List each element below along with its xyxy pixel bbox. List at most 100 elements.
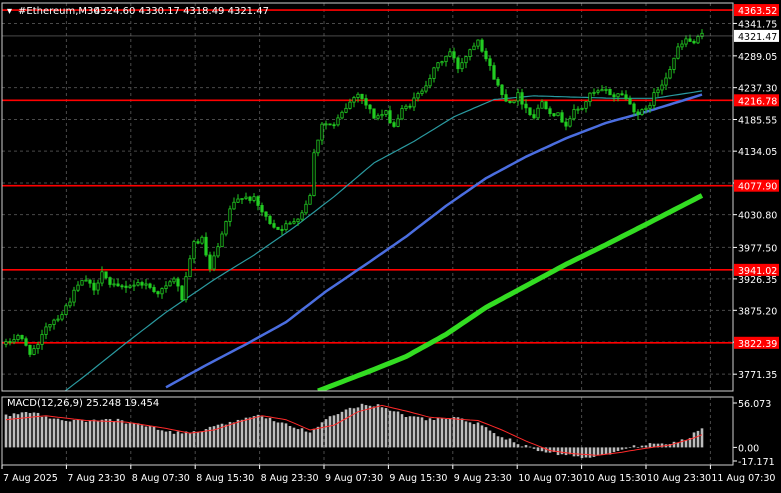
- macd-histogram-bar: [680, 439, 684, 448]
- candle-body-bear: [20, 335, 24, 340]
- symbol-menu-icon[interactable]: ▾: [7, 6, 12, 17]
- candle-body-bear: [456, 57, 460, 70]
- macd-histogram-bar: [344, 409, 348, 448]
- macd-histogram-bar: [188, 432, 192, 448]
- candle-body-bear: [452, 51, 456, 59]
- macd-histogram-bar: [40, 416, 44, 448]
- candle-body-bull: [136, 282, 140, 286]
- macd-histogram-bar: [496, 436, 500, 448]
- macd-histogram-bar: [592, 447, 596, 457]
- macd-histogram-bar: [280, 422, 284, 448]
- time-tick-label: 7 Aug 23:30: [67, 473, 125, 484]
- macd-histogram-bar: [28, 413, 32, 448]
- time-tick-label: 10 Aug 07:30: [518, 473, 582, 484]
- macd-histogram-bar: [672, 441, 676, 448]
- macd-histogram-bar: [504, 439, 508, 448]
- candle-body-bull: [432, 67, 436, 79]
- price-tick-label: 4030.80: [738, 211, 777, 222]
- candle-body-bull: [56, 318, 60, 321]
- candle-body-bull: [512, 100, 516, 103]
- macd-histogram-bar: [500, 437, 504, 448]
- macd-histogram-bar: [368, 405, 372, 448]
- candle-body-bull: [68, 301, 72, 307]
- macd-histogram-bar: [340, 411, 344, 448]
- candle-body-bear: [204, 236, 208, 256]
- level-price-tag[interactable]: [734, 263, 779, 276]
- time-tick-label: 8 Aug 23:30: [261, 473, 319, 484]
- candle-body-bull: [516, 92, 520, 102]
- candle-body-bull: [336, 117, 340, 126]
- macd-histogram-bar: [16, 414, 20, 448]
- candle-body-bear: [612, 94, 616, 98]
- candle-body-bear: [488, 58, 492, 66]
- macd-histogram-bar: [700, 428, 704, 448]
- candle-body-bull: [160, 288, 164, 295]
- macd-histogram-bar: [192, 431, 196, 448]
- candle-body-bear: [560, 112, 564, 123]
- macd-histogram-bar: [64, 420, 68, 448]
- macd-histogram-bar: [212, 426, 216, 448]
- macd-histogram-bar: [92, 419, 96, 448]
- macd-histogram-bar: [404, 417, 408, 448]
- macd-histogram-bar: [236, 419, 240, 448]
- time-tick-label: 8 Aug 15:30: [196, 473, 254, 484]
- level-price-label: 3941.02: [738, 266, 777, 277]
- level-price-label: 4363.52: [738, 6, 777, 17]
- macd-histogram-bar: [564, 447, 568, 456]
- macd-histogram-bar: [408, 416, 412, 448]
- macd-histogram-bar: [656, 443, 660, 448]
- candle-body-bull: [316, 139, 320, 154]
- macd-histogram-bar: [140, 425, 144, 448]
- candle-body-bull: [296, 218, 300, 222]
- candle-body-bull: [80, 280, 84, 286]
- macd-histogram-bar: [416, 416, 420, 448]
- price-tick-label: 3977.50: [738, 243, 777, 254]
- current-price-tag: [734, 29, 779, 42]
- macd-histogram-bar: [384, 408, 388, 448]
- main-plot-frame: [1, 2, 734, 392]
- candle-body-bull: [412, 97, 416, 108]
- macd-histogram-bar: [512, 442, 516, 448]
- candle-body-bear: [156, 291, 160, 295]
- candle-body-bull: [680, 43, 684, 48]
- candle-body-bull: [376, 115, 380, 119]
- level-price-tag[interactable]: [734, 4, 779, 17]
- macd-histogram-bar: [308, 432, 312, 448]
- time-tick-label: 7 Aug 2025: [3, 473, 58, 484]
- candle-body-bear: [528, 107, 532, 115]
- candle-body-bull: [132, 284, 136, 287]
- macd-histogram-bar: [528, 446, 532, 448]
- ma-mid-line: [165, 93, 703, 389]
- macd-histogram-bar: [468, 422, 472, 448]
- macd-histogram-bar: [264, 418, 268, 448]
- candle-body-bull: [16, 335, 20, 340]
- candle-body-bear: [636, 111, 640, 115]
- macd-histogram-bar: [128, 423, 132, 448]
- macd-histogram-bar: [216, 424, 220, 448]
- candle-body-bull: [32, 348, 36, 355]
- level-price-tag[interactable]: [734, 94, 779, 107]
- macd-histogram-bar: [208, 426, 212, 448]
- macd-histogram-bar: [36, 412, 40, 448]
- ohlc-readout: 4324.60 4330.17 4318.49 4321.47: [94, 6, 269, 17]
- macd-histogram-bar: [604, 447, 608, 455]
- macd-histogram-bar: [364, 405, 368, 448]
- level-price-tag[interactable]: [734, 179, 779, 192]
- macd-histogram-bar: [240, 419, 244, 448]
- candle-body-bull: [344, 107, 348, 113]
- candle-body-bull: [356, 93, 360, 98]
- level-price-tag[interactable]: [734, 336, 779, 349]
- candle-body-bull: [656, 89, 660, 94]
- candle-body-bear: [208, 254, 212, 270]
- macd-histogram-bar: [644, 445, 648, 448]
- macd-histogram-bar: [116, 418, 120, 448]
- macd-histogram-bar: [312, 428, 316, 448]
- macd-histogram-bar: [428, 418, 432, 448]
- macd-histogram-bar: [336, 414, 340, 448]
- time-tick-label: 10 Aug 23:30: [647, 473, 711, 484]
- candle-body-bear: [500, 84, 504, 96]
- price-tick-label: 4185.55: [738, 115, 777, 126]
- macd-histogram-bar: [392, 411, 396, 448]
